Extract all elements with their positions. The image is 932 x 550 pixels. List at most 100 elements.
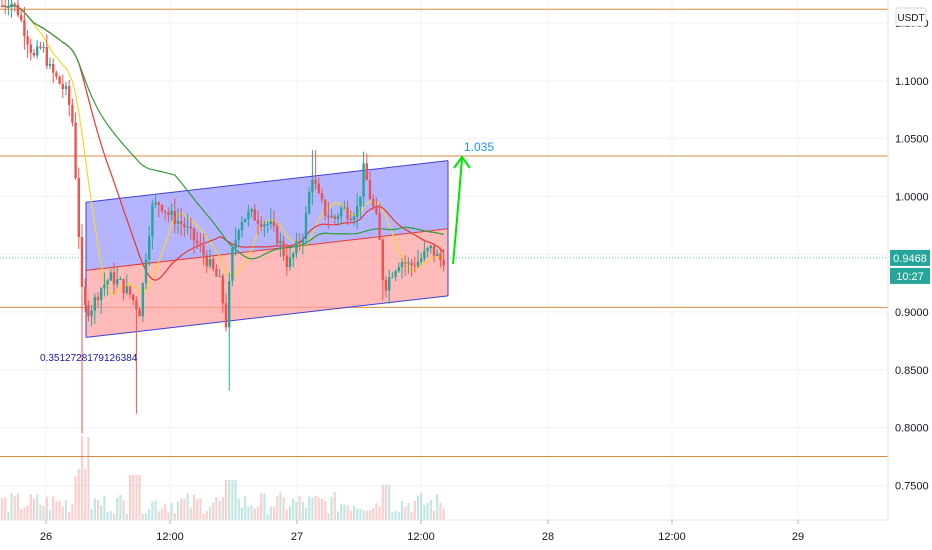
candle-body (93, 296, 96, 311)
volume-bar (77, 469, 80, 520)
candle-body (176, 221, 180, 224)
volume-bar (205, 511, 208, 520)
candle-body (212, 258, 215, 269)
candle-body (372, 199, 375, 207)
candle-body (36, 46, 39, 56)
volume-bar (196, 499, 199, 520)
volume-bar (420, 493, 423, 520)
candle-body (266, 224, 269, 226)
candle-body (132, 294, 135, 301)
volume-bar (173, 513, 176, 520)
volume-bar (135, 475, 138, 520)
volume-bar (71, 504, 74, 520)
volume-bar (36, 494, 39, 520)
currency-badge[interactable]: USDT (895, 7, 927, 27)
channel-lower-zone (86, 228, 448, 338)
volume-bar (29, 494, 32, 520)
volume-bar (112, 513, 116, 520)
volume-bar (346, 505, 349, 520)
volume-bar (365, 510, 368, 520)
candle-body (311, 179, 314, 193)
volume-bar (378, 506, 381, 520)
volume-bar (330, 496, 333, 520)
channel-upper-line (85, 160, 449, 203)
candle-body (416, 261, 420, 267)
candle-body (167, 212, 170, 215)
volume-bar (144, 513, 148, 520)
volume-bar (160, 508, 164, 520)
candle-body (378, 213, 381, 240)
candle-body (282, 240, 285, 257)
target-arrow-head (453, 155, 471, 169)
volume-bar (311, 497, 314, 520)
volume-bar (285, 509, 288, 520)
candle-body (346, 207, 349, 219)
volume-bar (218, 501, 221, 520)
candle-body (432, 245, 436, 257)
candle-body (125, 286, 128, 294)
volume-bar (4, 497, 7, 520)
candle-body (240, 221, 244, 231)
candle-body (429, 245, 432, 249)
candle-body (404, 262, 407, 264)
volume-bar (186, 493, 189, 520)
candle-body (189, 226, 192, 229)
volume-bar (375, 503, 378, 520)
candle-body (237, 230, 240, 240)
candle-body (96, 296, 100, 301)
candle-body (442, 259, 445, 266)
volume-bar (39, 504, 42, 520)
candle-body (80, 236, 84, 288)
candle-body (0, 5, 4, 7)
candle-body (164, 210, 167, 213)
candle-body (186, 226, 189, 228)
volume-bar (151, 501, 154, 520)
volume-bar (84, 468, 87, 520)
currency-label: USDT (897, 13, 924, 24)
candle-body (234, 239, 237, 248)
volume-bar (0, 498, 4, 520)
time-tick-label: 29 (792, 531, 804, 543)
volume-bar (167, 511, 170, 520)
volume-bar (128, 475, 132, 520)
volume-bar (356, 508, 359, 520)
volume-bar (400, 501, 404, 520)
volume-bar (237, 499, 240, 520)
volume-bar (282, 497, 285, 520)
channel-slope-annotation: 0.3512728179126384 (40, 353, 138, 364)
channel-lower-line (85, 295, 449, 338)
volume-bar (250, 505, 253, 520)
volume-bar (263, 493, 266, 520)
volume-bar (93, 498, 96, 520)
candle-body (365, 163, 368, 181)
volume-bar (224, 480, 228, 520)
volume-bar (212, 502, 215, 520)
volume-bar (45, 496, 48, 520)
volume-bar (221, 497, 224, 520)
candle-body (413, 265, 416, 267)
candle-body (23, 19, 26, 37)
volume-bar (231, 480, 234, 520)
volume-bar (106, 511, 109, 520)
time-tick-label: 28 (542, 531, 554, 543)
candle-body (410, 262, 413, 266)
volume-bar (298, 496, 301, 520)
time-axis[interactable]: 26 12:00 27 12:00 28 12:00 29 (40, 520, 804, 543)
volume-bar (20, 508, 23, 520)
volume-bar (13, 496, 16, 520)
candle-body (20, 15, 23, 20)
candle-body (183, 223, 186, 228)
candle-body (388, 277, 391, 291)
candle-body (58, 76, 61, 84)
volume-bar (327, 513, 330, 520)
volume-bar (416, 495, 420, 520)
volume-bar (23, 507, 26, 520)
volume-bar (234, 480, 237, 520)
candle-body (90, 310, 93, 317)
volume-bar (183, 498, 186, 520)
volume-bar (228, 480, 231, 520)
candle-body (340, 208, 343, 217)
volume-bar (26, 505, 29, 520)
candle-body (68, 86, 71, 105)
